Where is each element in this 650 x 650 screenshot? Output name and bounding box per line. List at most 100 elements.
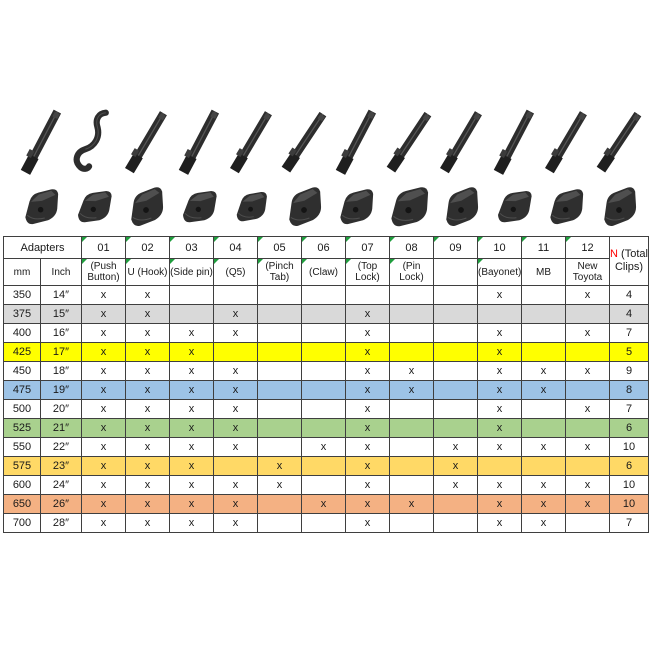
adapter-name-header-01: (Push Button) <box>81 258 126 286</box>
mark-cell-01: x <box>81 437 126 457</box>
mark-cell-03: x <box>169 475 214 495</box>
mark-cell-10 <box>477 456 522 476</box>
pinch-tab-clip-photo <box>230 180 274 232</box>
new-toyota-clip-photo <box>598 180 642 232</box>
mark-cell-12: x <box>565 437 610 457</box>
mark-cell-02: x <box>125 304 170 324</box>
mark-cell-12: x <box>565 399 610 419</box>
mark-cell-10: x <box>477 475 522 495</box>
mark-cell-08 <box>389 513 434 533</box>
mark-cell-09 <box>433 304 478 324</box>
photo-column-01 <box>16 104 69 232</box>
size-row-550: 550 22″ x x x x x x x x x x 10 <box>3 437 649 457</box>
mark-cell-11 <box>521 304 566 324</box>
mark-cell-09 <box>433 285 478 305</box>
size-row-650: 650 26″ x x x x x x x x x x 10 <box>3 494 649 514</box>
mark-cell-09 <box>433 342 478 362</box>
mark-cell-04: x <box>213 304 258 324</box>
top-lock-arm-photo <box>331 104 383 180</box>
mark-cell-09 <box>433 380 478 400</box>
inch-column-header: Inch <box>40 258 82 286</box>
inch-value: 28″ <box>40 513 82 533</box>
mark-cell-11: x <box>521 513 566 533</box>
mark-cell-02: x <box>125 285 170 305</box>
mark-cell-10: x <box>477 361 522 381</box>
mm-value: 600 <box>3 475 41 495</box>
photo-column-03 <box>121 104 174 232</box>
mark-cell-08 <box>389 475 434 495</box>
photo-column-04 <box>174 104 227 232</box>
total-clips-value: 9 <box>609 361 649 381</box>
mm-value: 650 <box>3 494 41 514</box>
photo-column-12 <box>594 104 647 232</box>
mark-cell-08 <box>389 323 434 343</box>
photo-column-09 <box>436 104 489 232</box>
mark-cell-08: x <box>389 380 434 400</box>
pin-lock-clip-photo <box>388 180 432 232</box>
pin-lock-arm-photo <box>384 104 436 180</box>
mark-cell-10: x <box>477 285 522 305</box>
mark-cell-01: x <box>81 304 126 324</box>
mark-cell-05 <box>257 494 302 514</box>
mm-column-header: mm <box>3 258 41 286</box>
push-button-clip-photo <box>20 180 64 232</box>
mark-cell-12 <box>565 418 610 438</box>
mark-cell-03: x <box>169 361 214 381</box>
inch-value: 18″ <box>40 361 82 381</box>
mark-cell-11 <box>521 456 566 476</box>
total-clips-value: 5 <box>609 342 649 362</box>
total-clips-value: 10 <box>609 475 649 495</box>
mark-cell-06: x <box>301 494 346 514</box>
mark-cell-04 <box>213 342 258 362</box>
mark-cell-07: x <box>345 304 390 324</box>
adapter-number-header-01: 01 <box>81 236 126 259</box>
mark-cell-09 <box>433 513 478 533</box>
mm-value: 525 <box>3 418 41 438</box>
mark-cell-10: x <box>477 418 522 438</box>
mark-cell-02: x <box>125 494 170 514</box>
mark-cell-05 <box>257 304 302 324</box>
mark-cell-01: x <box>81 494 126 514</box>
mark-cell-02: x <box>125 399 170 419</box>
mark-cell-01: x <box>81 456 126 476</box>
total-clips-value: 7 <box>609 323 649 343</box>
mark-cell-10: x <box>477 494 522 514</box>
mark-cell-09 <box>433 361 478 381</box>
adapter-number-header-05: 05 <box>257 236 302 259</box>
mark-cell-03: x <box>169 380 214 400</box>
mark-cell-04: x <box>213 399 258 419</box>
size-row-375: 375 15″ x x x x 4 <box>3 304 649 324</box>
adapter-name-header-02: U (Hook) <box>125 258 170 286</box>
mark-cell-02: x <box>125 361 170 381</box>
mark-cell-06 <box>301 475 346 495</box>
mark-cell-10: x <box>477 513 522 533</box>
mark-cell-05 <box>257 323 302 343</box>
photo-column-02 <box>69 104 122 232</box>
mark-cell-08: x <box>389 494 434 514</box>
mark-cell-02: x <box>125 456 170 476</box>
mark-cell-05: x <box>257 475 302 495</box>
mm-value: 450 <box>3 361 41 381</box>
q5-clip-photo <box>178 180 222 232</box>
mark-cell-08 <box>389 437 434 457</box>
mark-cell-12 <box>565 380 610 400</box>
adapter-number-header-02: 02 <box>125 236 170 259</box>
product-photo-grid <box>16 104 646 232</box>
mark-cell-04: x <box>213 361 258 381</box>
mark-cell-05 <box>257 399 302 419</box>
mark-cell-08 <box>389 418 434 438</box>
mark-cell-01: x <box>81 361 126 381</box>
top-lock-clip-photo <box>335 180 379 232</box>
total-clips-value: 10 <box>609 437 649 457</box>
mark-cell-04 <box>213 285 258 305</box>
adapter-number-header-09: 09 <box>433 236 478 259</box>
inch-value: 16″ <box>40 323 82 343</box>
mark-cell-12 <box>565 513 610 533</box>
mark-cell-02: x <box>125 513 170 533</box>
mark-cell-05 <box>257 513 302 533</box>
mark-cell-07 <box>345 285 390 305</box>
total-clips-value: 10 <box>609 494 649 514</box>
mark-cell-05 <box>257 361 302 381</box>
mark-cell-05: x <box>257 456 302 476</box>
mark-cell-01: x <box>81 475 126 495</box>
